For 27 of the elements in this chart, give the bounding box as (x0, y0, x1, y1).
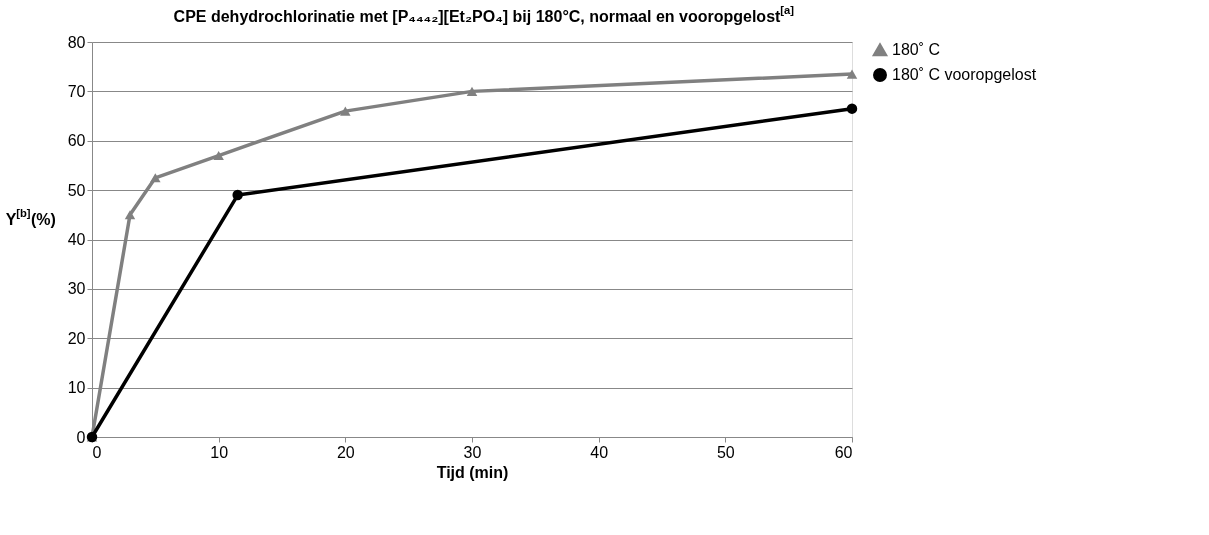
y-tick-label: 70 (67, 82, 86, 100)
point (846, 103, 858, 114)
x-tick-label: 10 (210, 443, 229, 461)
x-tick-label: 40 (590, 443, 609, 461)
x-tick-label: 0 (92, 443, 102, 461)
point (124, 210, 136, 220)
point (232, 189, 243, 201)
y-tick-label: 60 (67, 132, 86, 150)
y-tick-label: 10 (67, 379, 86, 397)
x-tick-label: 50 (716, 443, 735, 461)
x-axis-title: Tijd (min) (436, 463, 509, 481)
point (466, 86, 478, 96)
legend-label: 180˚ C (892, 41, 941, 58)
y-tick-label: 0 (76, 428, 86, 446)
x-tick-label: 20 (336, 443, 355, 461)
x-tick-label: 60 (834, 443, 853, 461)
y-tick-label: 40 (67, 231, 86, 248)
legend-label: 180˚ C vooropgelost (892, 66, 1037, 83)
y-tick-label: 20 (67, 329, 86, 347)
point (846, 69, 858, 79)
point (150, 173, 161, 183)
y-tick-label: 30 (67, 280, 86, 298)
y-tick-label: 80 (67, 33, 86, 51)
y-tick-label: 50 (67, 181, 86, 199)
x-tick-label: 30 (463, 443, 482, 461)
point (340, 106, 351, 116)
point (213, 151, 224, 161)
